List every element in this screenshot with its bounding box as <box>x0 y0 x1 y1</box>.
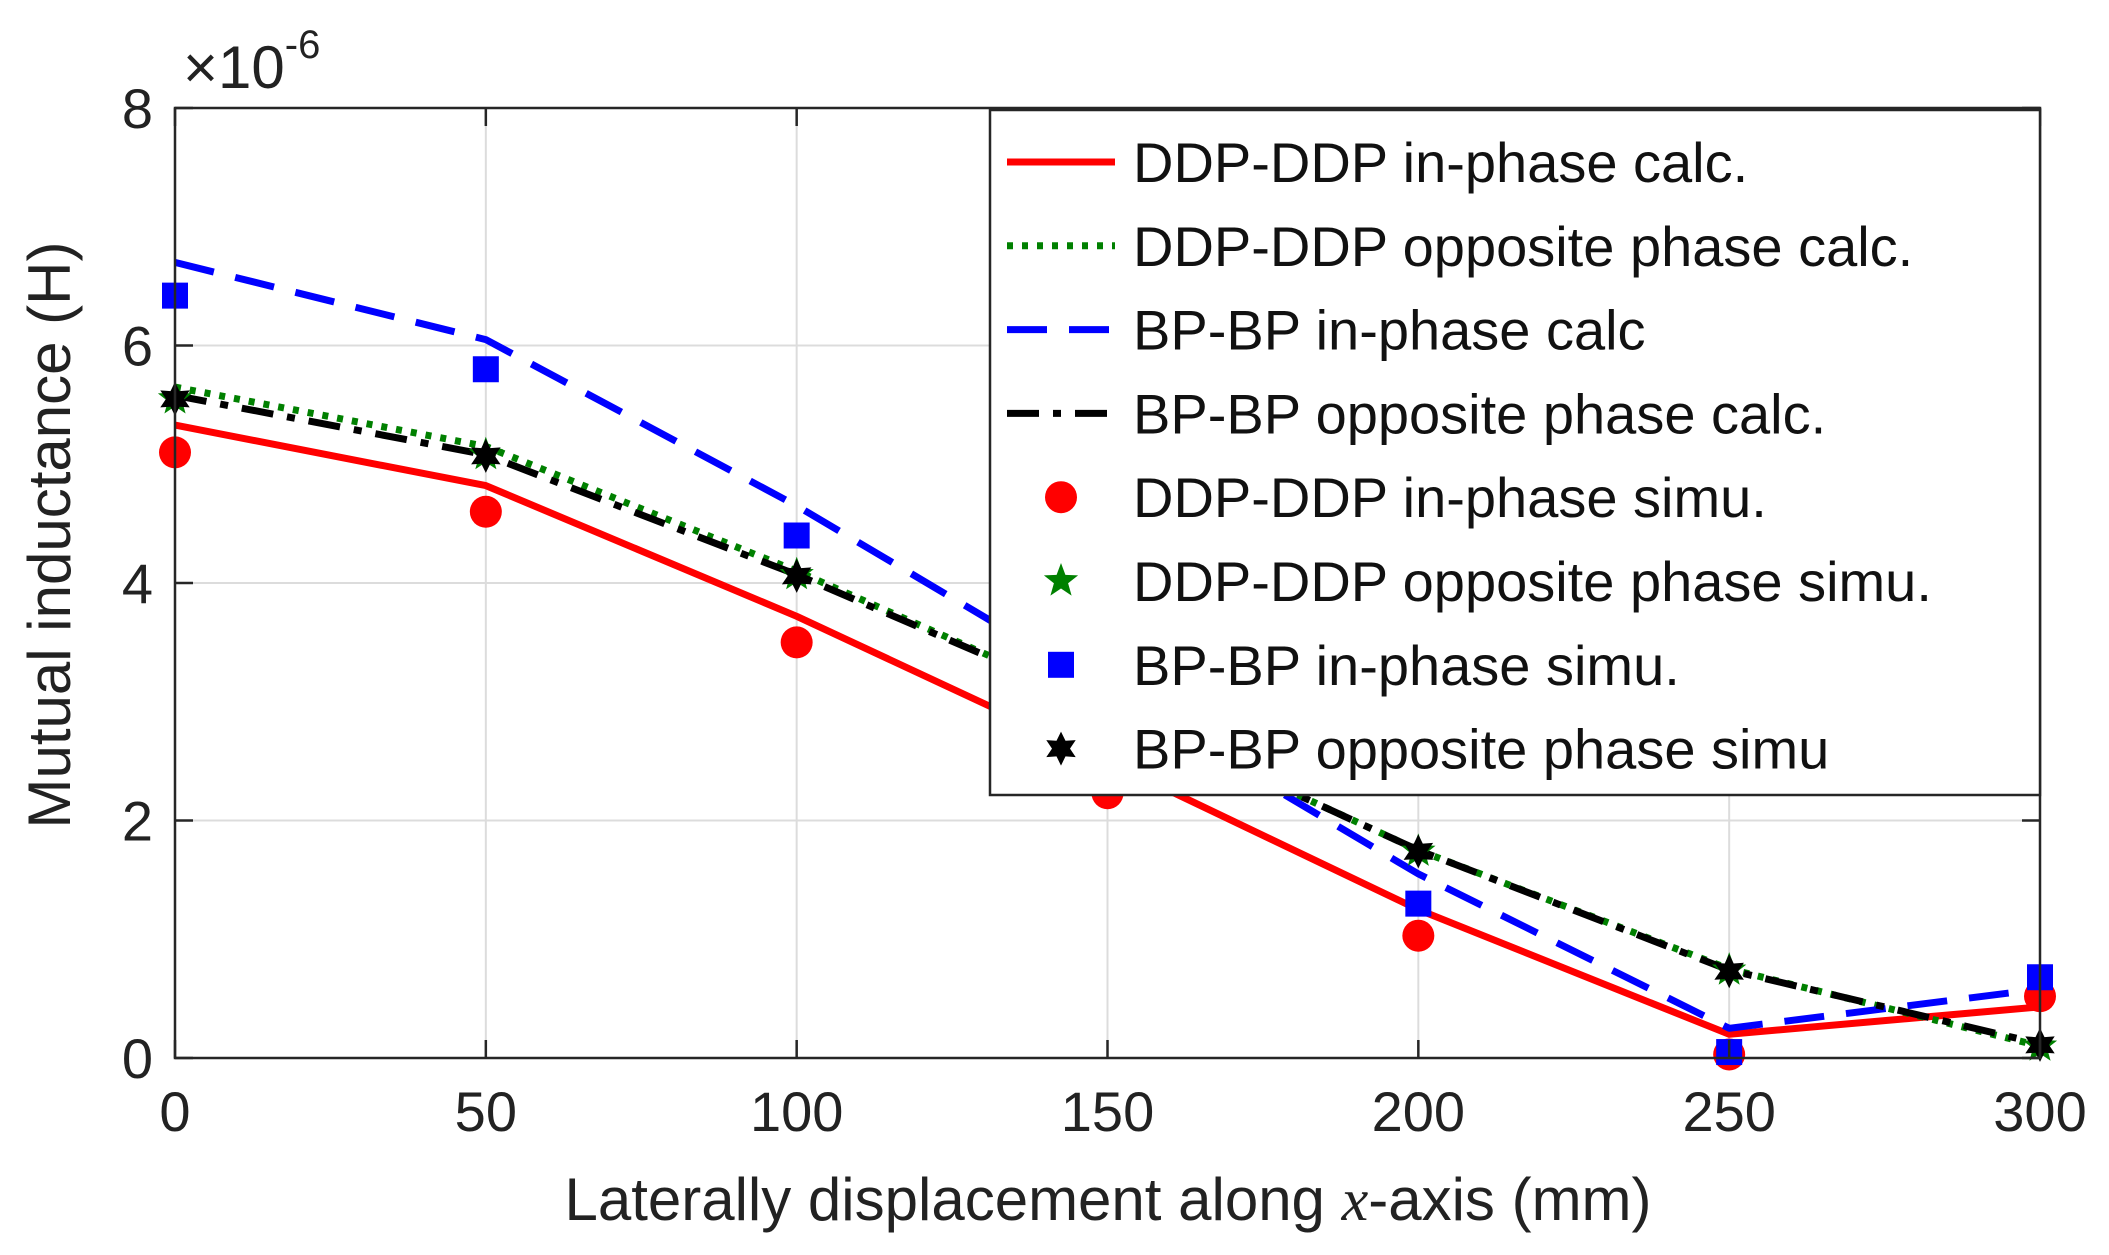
legend-label: DDP-DDP opposite phase calc. <box>1133 215 1913 278</box>
data-point-bp-bp-in-phase-simu <box>472 356 499 383</box>
y-tick-label: 8 <box>122 77 153 140</box>
y-axis-title: Mutual inductance (H) <box>16 242 83 829</box>
data-point-bp-bp-in-phase-simu <box>1405 890 1432 917</box>
data-point-bp-bp-opposite-phase-simu <box>471 438 501 473</box>
legend-swatch-bp-bp-opposite-phase-simu <box>1046 731 1076 766</box>
y-exponent-base: ×10 <box>183 34 285 101</box>
legend-label: DDP-DDP opposite phase simu. <box>1133 550 1932 613</box>
legend-label: DDP-DDP in-phase simu. <box>1133 466 1767 529</box>
series-line-bp-bp-in-phase-calc <box>174 259 2041 1032</box>
legend-label: BP-BP opposite phase simu <box>1133 718 1829 781</box>
legend-label: BP-BP in-phase simu. <box>1133 634 1680 697</box>
data-point-ddp-ddp-in-phase-simu <box>1402 919 1435 952</box>
x-title-variable: x <box>1341 1167 1369 1233</box>
x-tick-label: 100 <box>750 1080 843 1143</box>
data-point-ddp-ddp-in-phase-simu <box>469 495 502 528</box>
data-point-bp-bp-opposite-phase-simu <box>1403 834 1434 869</box>
x-tick-label: 50 <box>455 1080 517 1143</box>
y-axis-exponent: ×10-6 <box>183 23 320 101</box>
x-tick-label: 0 <box>159 1080 190 1143</box>
y-tick-label: 4 <box>122 552 153 615</box>
legend-label: BP-BP opposite phase calc. <box>1133 382 1826 445</box>
x-title-prefix: Laterally displacement along <box>564 1166 1341 1233</box>
x-title-suffix: -axis (mm) <box>1368 1166 1651 1233</box>
x-tick-label: 250 <box>1682 1080 1775 1143</box>
y-tick-label: 6 <box>122 315 153 378</box>
x-tick-label: 300 <box>1993 1080 2086 1143</box>
data-point-bp-bp-opposite-phase-simu <box>1714 954 1744 989</box>
legend: DDP-DDP in-phase calc. DDP-DDP opposite p… <box>988 108 2042 797</box>
data-point-ddp-ddp-in-phase-simu <box>780 626 813 659</box>
y-tick-label: 2 <box>122 790 153 853</box>
tick-labels: 0 50 100 150 200 250 300 0 2 4 6 8 <box>122 77 2087 1143</box>
y-tick-label: 0 <box>122 1027 153 1090</box>
legend-label: DDP-DDP in-phase calc. <box>1133 131 1748 194</box>
legend-label: BP-BP in-phase calc <box>1133 299 1646 362</box>
data-point-bp-bp-in-phase-simu <box>783 522 810 549</box>
x-tick-label: 200 <box>1372 1080 1465 1143</box>
x-axis-title: Laterally displacement along x-axis (mm) <box>564 1166 1651 1233</box>
series-markers <box>157 282 2058 1071</box>
legend-box <box>988 108 2042 797</box>
data-point-bp-bp-opposite-phase-simu <box>781 558 812 593</box>
legend-swatch-bp-bp-in-phase-simu <box>1048 651 1074 678</box>
legend-swatch-ddp-ddp-in-phase-simu <box>1045 481 1077 514</box>
y-exponent-power: -6 <box>285 23 321 67</box>
legend-swatch-ddp-ddp-opposite-phase-simu <box>1043 563 1079 596</box>
x-tick-label: 150 <box>1061 1080 1154 1143</box>
